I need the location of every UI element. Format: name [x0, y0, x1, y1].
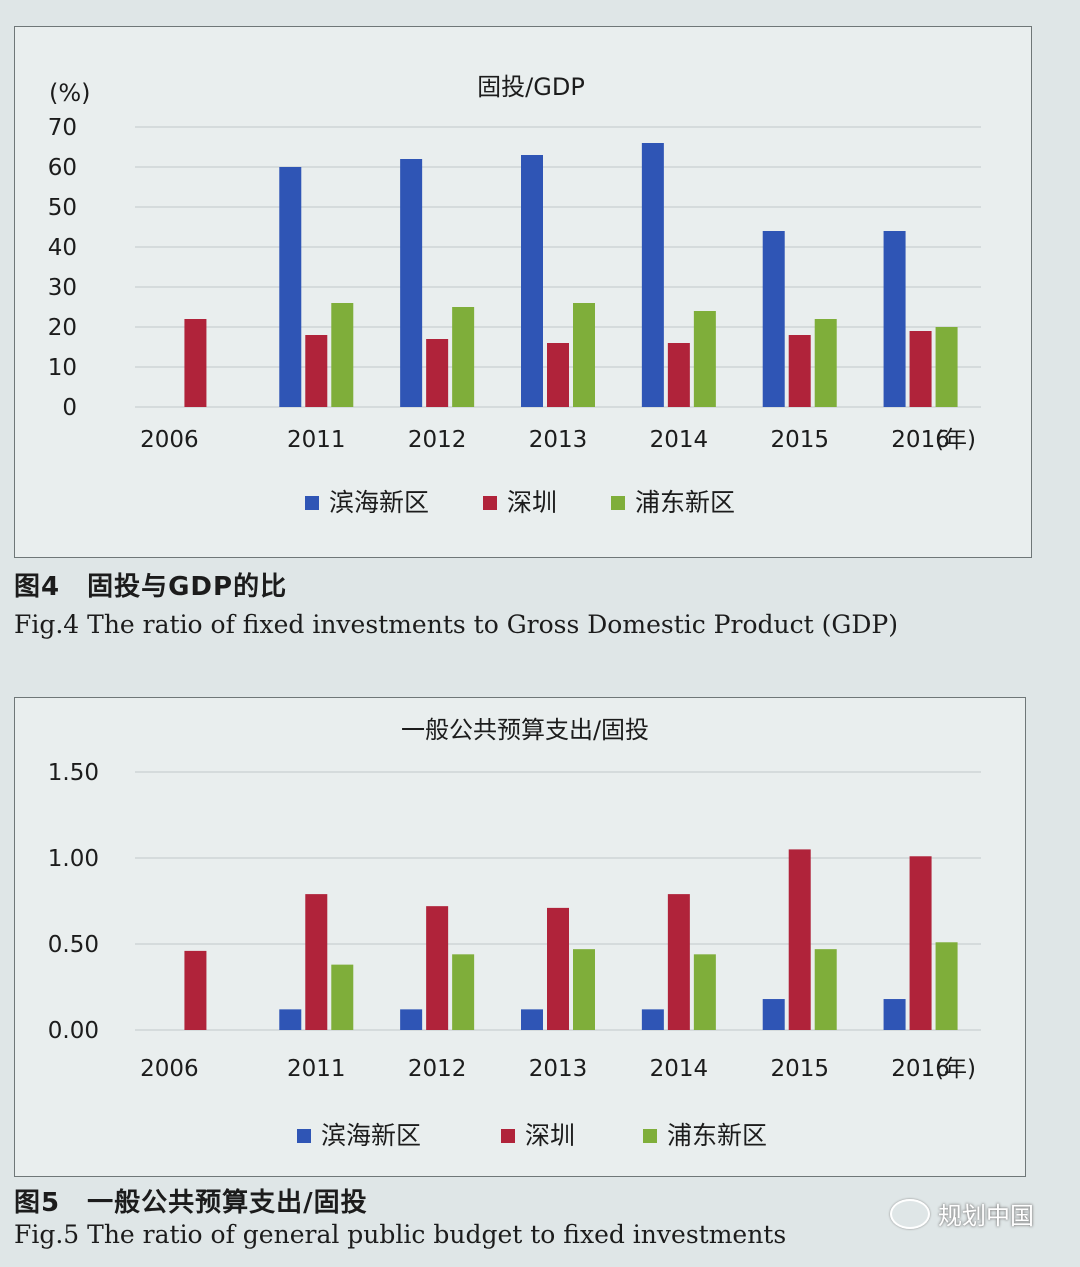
chart-title: 固投/GDP — [477, 73, 585, 101]
y-tick-label: 60 — [48, 155, 77, 181]
legend-label: 浦东新区 — [635, 488, 735, 517]
fig5-caption-zh: 图5 一般公共预算支出/固投 — [14, 1188, 368, 1218]
y-axis-label: (%) — [49, 79, 91, 107]
x-tick-label: 2013 — [529, 427, 588, 453]
bar-深圳-2012 — [426, 339, 449, 407]
legend-swatch — [305, 496, 319, 510]
x-tick-label: 2015 — [770, 1056, 829, 1082]
legend-swatch — [483, 496, 497, 510]
x-tick-label: 2014 — [650, 427, 709, 453]
bar-滨海新区-2015 — [762, 999, 785, 1030]
x-tick-label: 2011 — [287, 1056, 346, 1082]
legend-swatch — [501, 1129, 515, 1143]
fig4-caption-zh: 图4 固投与GDP的比 — [14, 572, 288, 602]
y-tick-label: 40 — [48, 235, 77, 261]
fig5-caption-en: Fig.5 The ratio of general public budget… — [14, 1220, 787, 1249]
y-tick-label: 0 — [62, 395, 77, 421]
legend-label: 浦东新区 — [667, 1121, 767, 1150]
legend-label: 滨海新区 — [321, 1121, 421, 1150]
bar-深圳-2011 — [305, 894, 328, 1030]
bar-浦东新区-2013 — [573, 303, 595, 407]
bar-滨海新区-2016 — [883, 999, 906, 1030]
bar-滨海新区-2013 — [521, 1009, 543, 1030]
bar-深圳-2014 — [667, 894, 690, 1030]
x-tick-label: 2012 — [408, 427, 467, 453]
legend-swatch — [297, 1129, 311, 1143]
bar-浦东新区-2016 — [935, 327, 958, 407]
bar-浦东新区-2013 — [573, 949, 595, 1030]
legend-swatch — [643, 1129, 657, 1143]
x-tick-label: 2015 — [770, 427, 829, 453]
y-tick-label: 50 — [48, 195, 77, 221]
x-axis-unit: (年) — [935, 427, 976, 453]
chart-panel-fig4: 固投/GDP (%) 0 10 20 30 40 50 60 70 2006 2011 2012 2013… — [14, 26, 1032, 558]
x-tick-label: 2012 — [408, 1056, 467, 1082]
x-tick-label: 2014 — [650, 1056, 709, 1082]
chart-panel-fig5: 一般公共预算支出/固投 0.00 0.50 1.00 1.50 2006 2011 2012 2… — [14, 697, 1026, 1177]
y-tick-label: 1.50 — [48, 760, 99, 786]
bar-滨海新区-2011 — [279, 1009, 302, 1030]
legend-label: 深圳 — [525, 1121, 575, 1150]
x-tick-label: 2016 — [891, 1056, 950, 1082]
bar-浦东新区-2015 — [814, 949, 837, 1030]
bar-浦东新区-2011 — [331, 303, 354, 407]
watermark: 规划中国 — [890, 1196, 1034, 1231]
bar-浦东新区-2014 — [693, 954, 716, 1030]
bar-滨海新区-2016 — [883, 231, 906, 407]
legend-swatch — [611, 496, 625, 510]
chart-fig5: 一般公共预算支出/固投 0.00 0.50 1.00 1.50 2006 2011 2012 2… — [48, 716, 981, 1150]
bar-深圳-2016 — [909, 331, 932, 407]
bar-深圳-2011 — [305, 335, 328, 407]
y-tick-label: 0.50 — [48, 932, 99, 958]
bar-浦东新区-2012 — [452, 954, 475, 1030]
bar-滨海新区-2012 — [400, 1009, 423, 1030]
bar-深圳-2012 — [426, 906, 449, 1030]
bar-滨海新区-2011 — [279, 167, 302, 407]
bar-滨海新区-2012 — [400, 159, 423, 407]
bar-深圳-2015 — [788, 849, 811, 1030]
bar-浦东新区-2014 — [693, 311, 716, 407]
x-tick-label: 2013 — [529, 1056, 588, 1082]
bar-深圳-2013 — [547, 907, 569, 1030]
x-axis-unit: (年) — [935, 1056, 976, 1082]
bar-浦东新区-2011 — [331, 964, 354, 1030]
bar-滨海新区-2013 — [521, 155, 543, 407]
bar-滨海新区-2014 — [641, 1009, 664, 1030]
fig4-caption-en: Fig.4 The ratio of fixed investments to … — [14, 610, 898, 639]
x-tick-label: 2006 — [140, 427, 199, 453]
bar-深圳-2016 — [909, 856, 932, 1030]
x-tick-label: 2006 — [140, 1056, 199, 1082]
y-tick-label: 0.00 — [48, 1018, 99, 1044]
x-tick-label: 2016 — [891, 427, 950, 453]
bar-深圳-2014 — [667, 343, 690, 407]
y-tick-label: 70 — [48, 115, 77, 141]
wechat-icon — [890, 1198, 930, 1229]
legend-label: 深圳 — [507, 488, 557, 517]
bar-深圳-2015 — [788, 335, 811, 407]
y-tick-label: 20 — [48, 315, 77, 341]
y-tick-label: 10 — [48, 355, 77, 381]
y-tick-label: 1.00 — [48, 846, 99, 872]
bar-浦东新区-2015 — [814, 319, 837, 407]
chart-title: 一般公共预算支出/固投 — [401, 716, 649, 744]
bar-深圳-2013 — [547, 343, 569, 407]
bar-浦东新区-2012 — [452, 307, 475, 407]
legend-label: 滨海新区 — [329, 488, 429, 517]
y-tick-label: 30 — [48, 275, 77, 301]
bar-深圳-2006 — [184, 319, 207, 407]
bar-深圳-2006 — [184, 950, 207, 1030]
bar-滨海新区-2015 — [762, 231, 785, 407]
bar-浦东新区-2016 — [935, 942, 958, 1030]
chart-fig4: 固投/GDP (%) 0 10 20 30 40 50 60 70 2006 2011 2012 2013… — [48, 73, 981, 517]
bar-滨海新区-2014 — [641, 143, 664, 407]
watermark-text: 规划中国 — [938, 1202, 1034, 1230]
x-tick-label: 2011 — [287, 427, 346, 453]
